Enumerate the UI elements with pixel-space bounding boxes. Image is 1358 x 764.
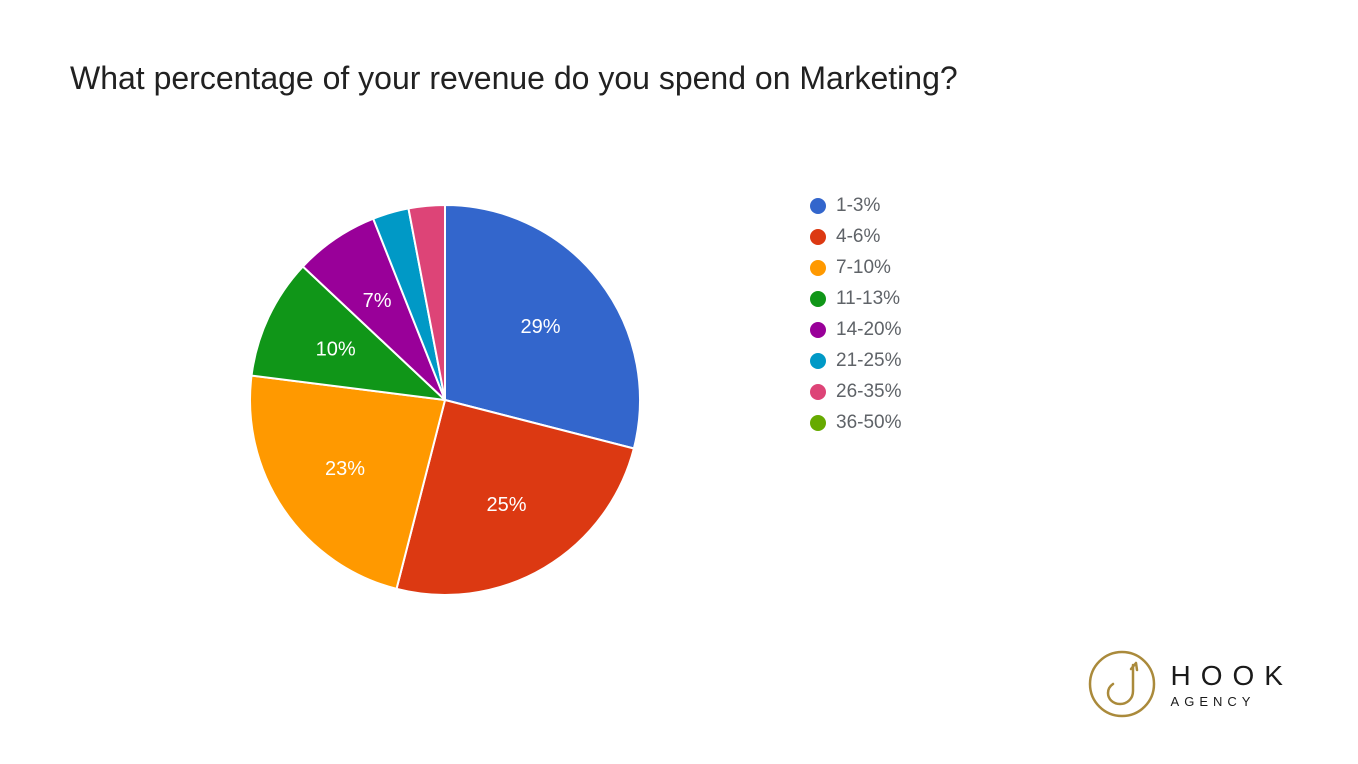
- pie-slice-label: 29%: [521, 316, 561, 338]
- legend: 1-3% 4-6% 7-10% 11-13% 14-20% 21-25% 26-35% 36-…: [810, 195, 902, 434]
- legend-item: 21-25%: [810, 350, 902, 372]
- legend-item: 14-20%: [810, 319, 902, 341]
- legend-dot-icon: [810, 384, 826, 400]
- logo: HOOK AGENCY: [1087, 649, 1293, 719]
- legend-label: 36-50%: [836, 412, 902, 434]
- pie-slice-label: 10%: [316, 339, 356, 361]
- legend-dot-icon: [810, 198, 826, 214]
- legend-label: 11-13%: [836, 288, 900, 310]
- legend-dot-icon: [810, 353, 826, 369]
- pie-slice-label: 23%: [325, 458, 365, 480]
- legend-label: 26-35%: [836, 381, 902, 403]
- chart-title: What percentage of your revenue do you s…: [70, 60, 958, 97]
- legend-item: 4-6%: [810, 226, 902, 248]
- legend-label: 21-25%: [836, 350, 902, 372]
- legend-item: 7-10%: [810, 257, 902, 279]
- legend-dot-icon: [810, 229, 826, 245]
- legend-item: 1-3%: [810, 195, 902, 217]
- pie-slice-label: 7%: [363, 290, 392, 312]
- logo-subtitle: AGENCY: [1171, 694, 1293, 709]
- legend-dot-icon: [810, 415, 826, 431]
- legend-item: 26-35%: [810, 381, 902, 403]
- logo-hook-icon: [1087, 649, 1157, 719]
- legend-item: 11-13%: [810, 288, 902, 310]
- legend-label: 1-3%: [836, 195, 880, 217]
- legend-label: 4-6%: [836, 226, 880, 248]
- legend-label: 7-10%: [836, 257, 891, 279]
- legend-dot-icon: [810, 322, 826, 338]
- pie-chart: 29% 25% 23% 10% 7%: [235, 190, 655, 610]
- logo-brand-name: HOOK: [1171, 660, 1293, 692]
- legend-dot-icon: [810, 291, 826, 307]
- pie-slice-label: 25%: [487, 494, 527, 516]
- legend-label: 14-20%: [836, 319, 902, 341]
- legend-dot-icon: [810, 260, 826, 276]
- pie-chart-container: 29% 25% 23% 10% 7%: [235, 190, 655, 610]
- legend-item: 36-50%: [810, 412, 902, 434]
- logo-text: HOOK AGENCY: [1171, 660, 1293, 709]
